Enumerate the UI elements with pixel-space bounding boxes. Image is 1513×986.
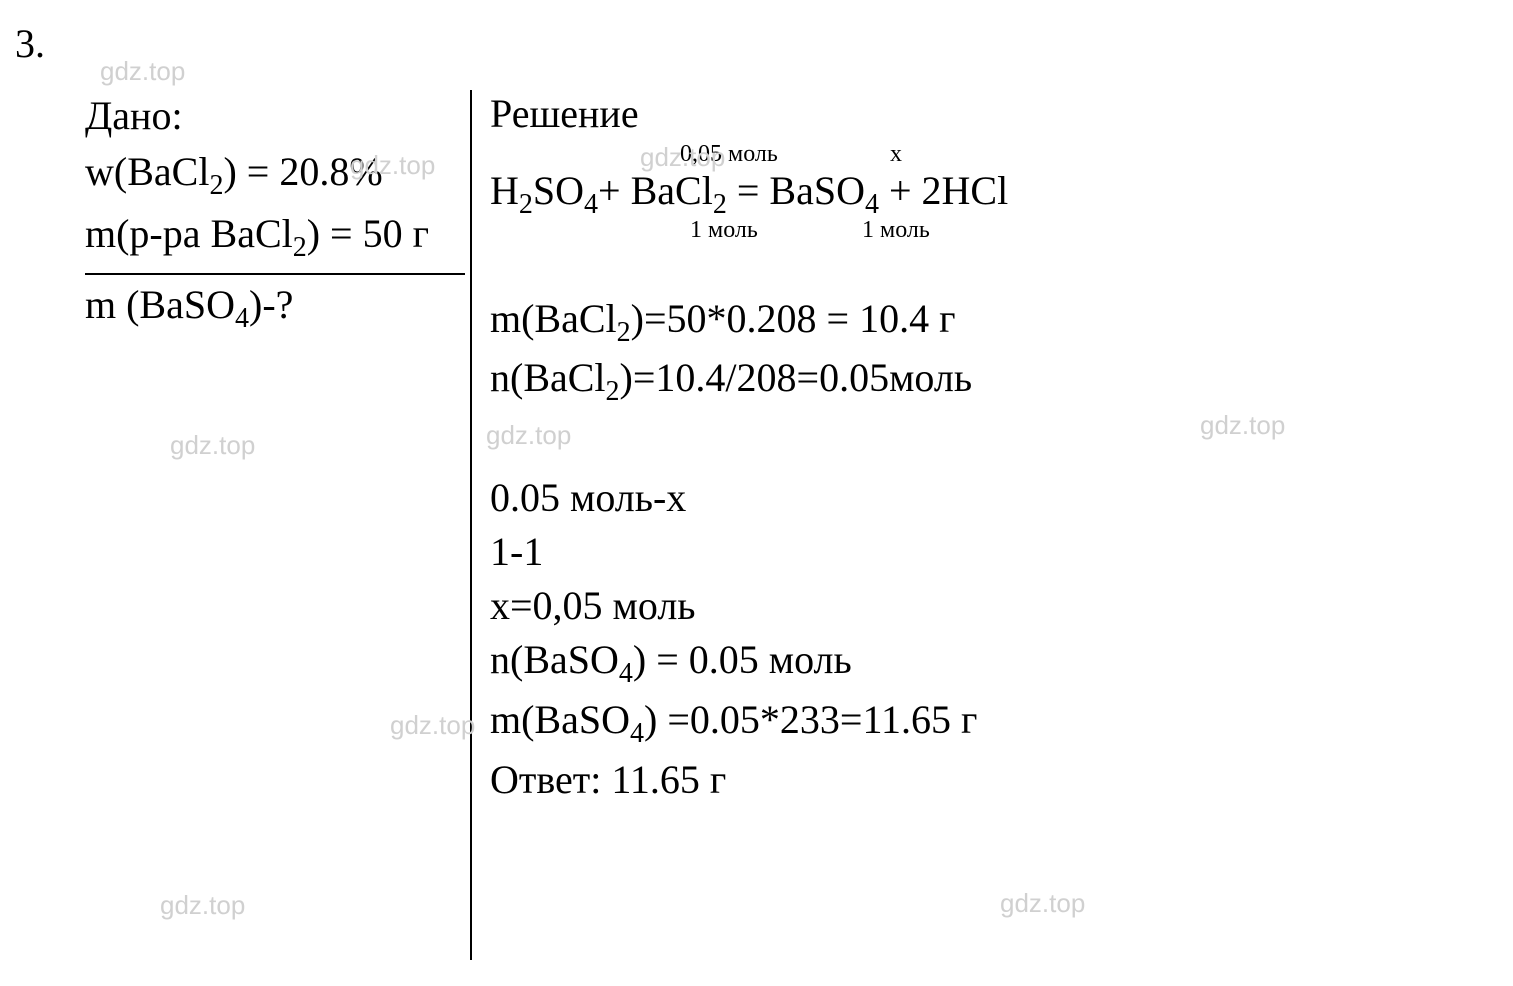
problem-number: 3. bbox=[15, 20, 45, 67]
ratio-line-2: 1-1 bbox=[490, 525, 1008, 579]
watermark: gdz.top bbox=[170, 430, 255, 461]
watermark: gdz.top bbox=[350, 150, 435, 181]
find-line: m (BaSO4)-? bbox=[85, 281, 445, 335]
watermark: gdz.top bbox=[100, 56, 185, 87]
calc-block-1: m(BaCl2)=50*0.208 = 10.4 г n(BaCl2)=10.4… bbox=[490, 292, 1008, 412]
given-section: Дано: w(BaCl2) = 20.8% m(р-ра BaCl2) = 5… bbox=[85, 90, 445, 335]
eq-bot-annot-2: 1 моль bbox=[862, 217, 930, 244]
given-line-2: m(р-ра BaCl2) = 50 г bbox=[85, 208, 445, 266]
watermark: gdz.top bbox=[390, 710, 475, 741]
given-header: Дано: bbox=[85, 90, 445, 142]
watermark: gdz.top bbox=[486, 420, 571, 451]
calc-block-2: 0.05 моль-х 1-1 x=0,05 моль n(BaSO4) = 0… bbox=[490, 471, 1008, 807]
ratio-line-1: 0.05 моль-х bbox=[490, 471, 1008, 525]
x-result: x=0,05 моль bbox=[490, 579, 1008, 633]
calc-moles-bacl2: n(BaCl2)=10.4/208=0.05моль bbox=[490, 351, 1008, 411]
equation-block: 0,05 моль х H2SO4+ BaCl2 = BaSO4 + 2HCl … bbox=[490, 141, 1008, 222]
watermark: gdz.top bbox=[1000, 888, 1085, 919]
horizontal-divider bbox=[85, 273, 465, 275]
eq-bot-annot-1: 1 моль bbox=[690, 217, 758, 244]
mass-baso4: m(BaSO4) =0.05*233=11.65 г bbox=[490, 693, 1008, 753]
vertical-divider bbox=[470, 90, 472, 960]
watermark: gdz.top bbox=[640, 142, 725, 173]
moles-baso4: n(BaSO4) = 0.05 моль bbox=[490, 633, 1008, 693]
answer-line: Ответ: 11.65 г bbox=[490, 753, 1008, 807]
eq-top-annot-2: х bbox=[890, 141, 902, 168]
watermark: gdz.top bbox=[160, 890, 245, 921]
solution-header: Решение bbox=[490, 90, 1008, 137]
watermark: gdz.top bbox=[1200, 410, 1285, 441]
calc-mass-bacl2: m(BaCl2)=50*0.208 = 10.4 г bbox=[490, 292, 1008, 352]
